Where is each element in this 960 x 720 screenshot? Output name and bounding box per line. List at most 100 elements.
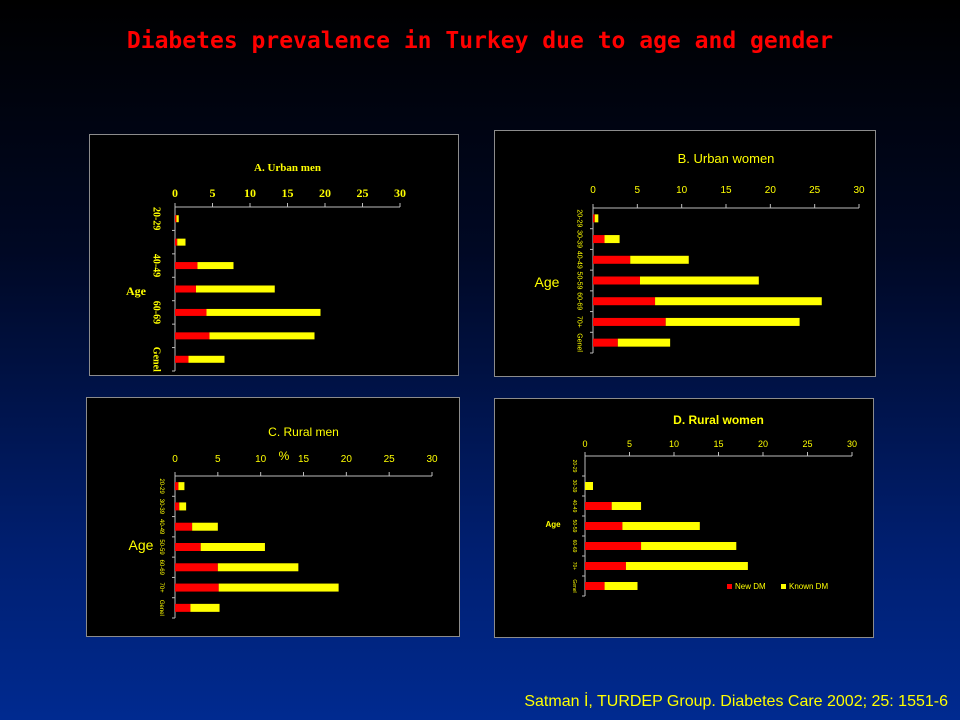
bar-new-dm	[593, 214, 595, 223]
bar-known-dm	[630, 255, 689, 264]
x-tick-label: 10	[255, 454, 267, 465]
category-label: 40-49	[571, 500, 577, 513]
bar-known-dm	[200, 543, 265, 551]
legend-label: Known DM	[789, 582, 828, 591]
bar-known-dm	[585, 482, 594, 490]
bar-known-dm	[611, 502, 642, 510]
chart-urban-women: B. Urban women 0 5 10 15 20 25 30 20-29 30-39 40-4…	[535, 151, 865, 354]
category-label: 60-69	[571, 540, 577, 553]
chart-title: B. Urban women	[678, 151, 775, 166]
x-tick-label: 0	[582, 439, 587, 449]
category-label: 50-59	[576, 272, 583, 290]
bar-new-dm	[593, 276, 640, 285]
bar-new-dm	[585, 562, 626, 570]
bar-new-dm	[585, 522, 623, 530]
category-label: 60-69	[158, 560, 164, 576]
legend-swatch	[781, 584, 786, 589]
bar-new-dm	[175, 285, 196, 293]
x-tick-label: 20	[758, 439, 768, 449]
x-tick-label: 25	[384, 454, 396, 465]
chart-title: D. Rural women	[673, 413, 764, 427]
bar-new-dm	[175, 563, 218, 572]
bar-new-dm	[175, 583, 219, 592]
bar-new-dm	[175, 215, 177, 223]
bar-known-dm	[176, 215, 179, 223]
legend-label: New DM	[735, 582, 766, 591]
x-tick-label: 30	[394, 186, 406, 200]
x-tick-label: 10	[669, 439, 679, 449]
category-label: 60-69	[151, 301, 162, 324]
x-tick-label: 30	[853, 185, 865, 196]
bar-new-dm	[585, 502, 612, 510]
bar-new-dm	[175, 482, 179, 491]
bar-new-dm	[593, 235, 605, 244]
category-label: 30-39	[158, 499, 164, 515]
citation: Satman İ, TURDEP Group. Diabetes Care 20…	[524, 693, 948, 710]
chart-urban-men: A. Urban men 0 5 10 15 20 25 30 20-29 40-49 60-69 G…	[126, 162, 406, 372]
x-tick-label: 20	[319, 186, 331, 200]
bar-known-dm	[179, 502, 187, 511]
category-label: 70+	[576, 316, 583, 328]
bar-new-dm	[175, 308, 207, 316]
x-tick-label: 15	[720, 185, 732, 196]
bar-new-dm	[175, 502, 180, 511]
category-label: 30-39	[576, 230, 583, 248]
x-tick-label: 0	[590, 185, 596, 196]
x-tick-label: 15	[713, 439, 723, 449]
category-label: 20-29	[151, 207, 162, 230]
category-label: 70+	[158, 582, 164, 593]
category-label: 50-59	[158, 539, 164, 555]
bar-known-dm	[665, 317, 800, 326]
bar-known-dm	[192, 522, 218, 531]
bar-known-dm	[188, 355, 225, 363]
y-axis-label: Age	[535, 274, 560, 290]
x-tick-label: 15	[282, 186, 294, 200]
x-tick-label: 15	[298, 454, 310, 465]
bar-known-dm	[217, 563, 299, 572]
bar-new-dm	[175, 238, 178, 246]
bar-known-dm	[604, 235, 620, 244]
category-label: Genel	[158, 600, 164, 616]
x-tick-label: 0	[172, 454, 178, 465]
bar-new-dm	[593, 255, 631, 264]
x-axis-label: %	[279, 449, 290, 463]
bar-new-dm	[585, 542, 642, 550]
bar-known-dm	[190, 603, 220, 612]
bar-known-dm	[617, 338, 671, 347]
category-label: Genel	[576, 333, 583, 352]
chart-title: C. Rural men	[268, 425, 339, 439]
bar-known-dm	[177, 238, 186, 246]
bar-known-dm	[625, 562, 748, 570]
bar-new-dm	[593, 297, 656, 306]
category-label: 70+	[571, 562, 577, 571]
chart-panel-rural-women: D. Rural women 0 5 10 15 20 25 30 20-29 30-39 40-4…	[494, 398, 874, 638]
x-tick-label: 10	[676, 185, 688, 196]
y-axis-label: Age	[545, 520, 561, 529]
bar-new-dm	[175, 355, 189, 363]
category-label: 40-49	[151, 254, 162, 277]
bar-known-dm	[218, 583, 339, 592]
bar-known-dm	[197, 262, 234, 270]
bar-new-dm	[175, 543, 201, 551]
bar-new-dm	[175, 522, 193, 531]
bar-known-dm	[655, 297, 822, 306]
bar-new-dm	[593, 317, 666, 326]
x-tick-label: 20	[765, 185, 777, 196]
bar-known-dm	[639, 276, 759, 285]
x-tick-label: 20	[341, 454, 353, 465]
category-label: 40-49	[576, 251, 583, 269]
category-label: Genel	[151, 347, 162, 372]
x-tick-label: 30	[426, 454, 438, 465]
bar-new-dm	[175, 262, 198, 270]
x-tick-label: 25	[802, 439, 812, 449]
x-tick-label: 30	[847, 439, 857, 449]
category-label: 20-29	[158, 478, 164, 494]
x-tick-label: 5	[635, 185, 641, 196]
chart-rural-men: C. Rural men 0 5 10 15 20 25 30 20-29 30-39 40-49 5…	[129, 425, 438, 619]
category-label: 60-69	[576, 292, 583, 310]
chart-panel-rural-men: C. Rural men 0 5 10 15 20 25 30 20-29 30-39 40-49 5…	[86, 397, 460, 637]
bar-new-dm	[593, 338, 618, 347]
page-title: Diabetes prevalence in Turkey due to age…	[126, 28, 834, 54]
chart-panel-urban-men: A. Urban men 0 5 10 15 20 25 30 20-29 40-49 60-69 G…	[89, 134, 459, 376]
x-tick-label: 5	[215, 454, 221, 465]
